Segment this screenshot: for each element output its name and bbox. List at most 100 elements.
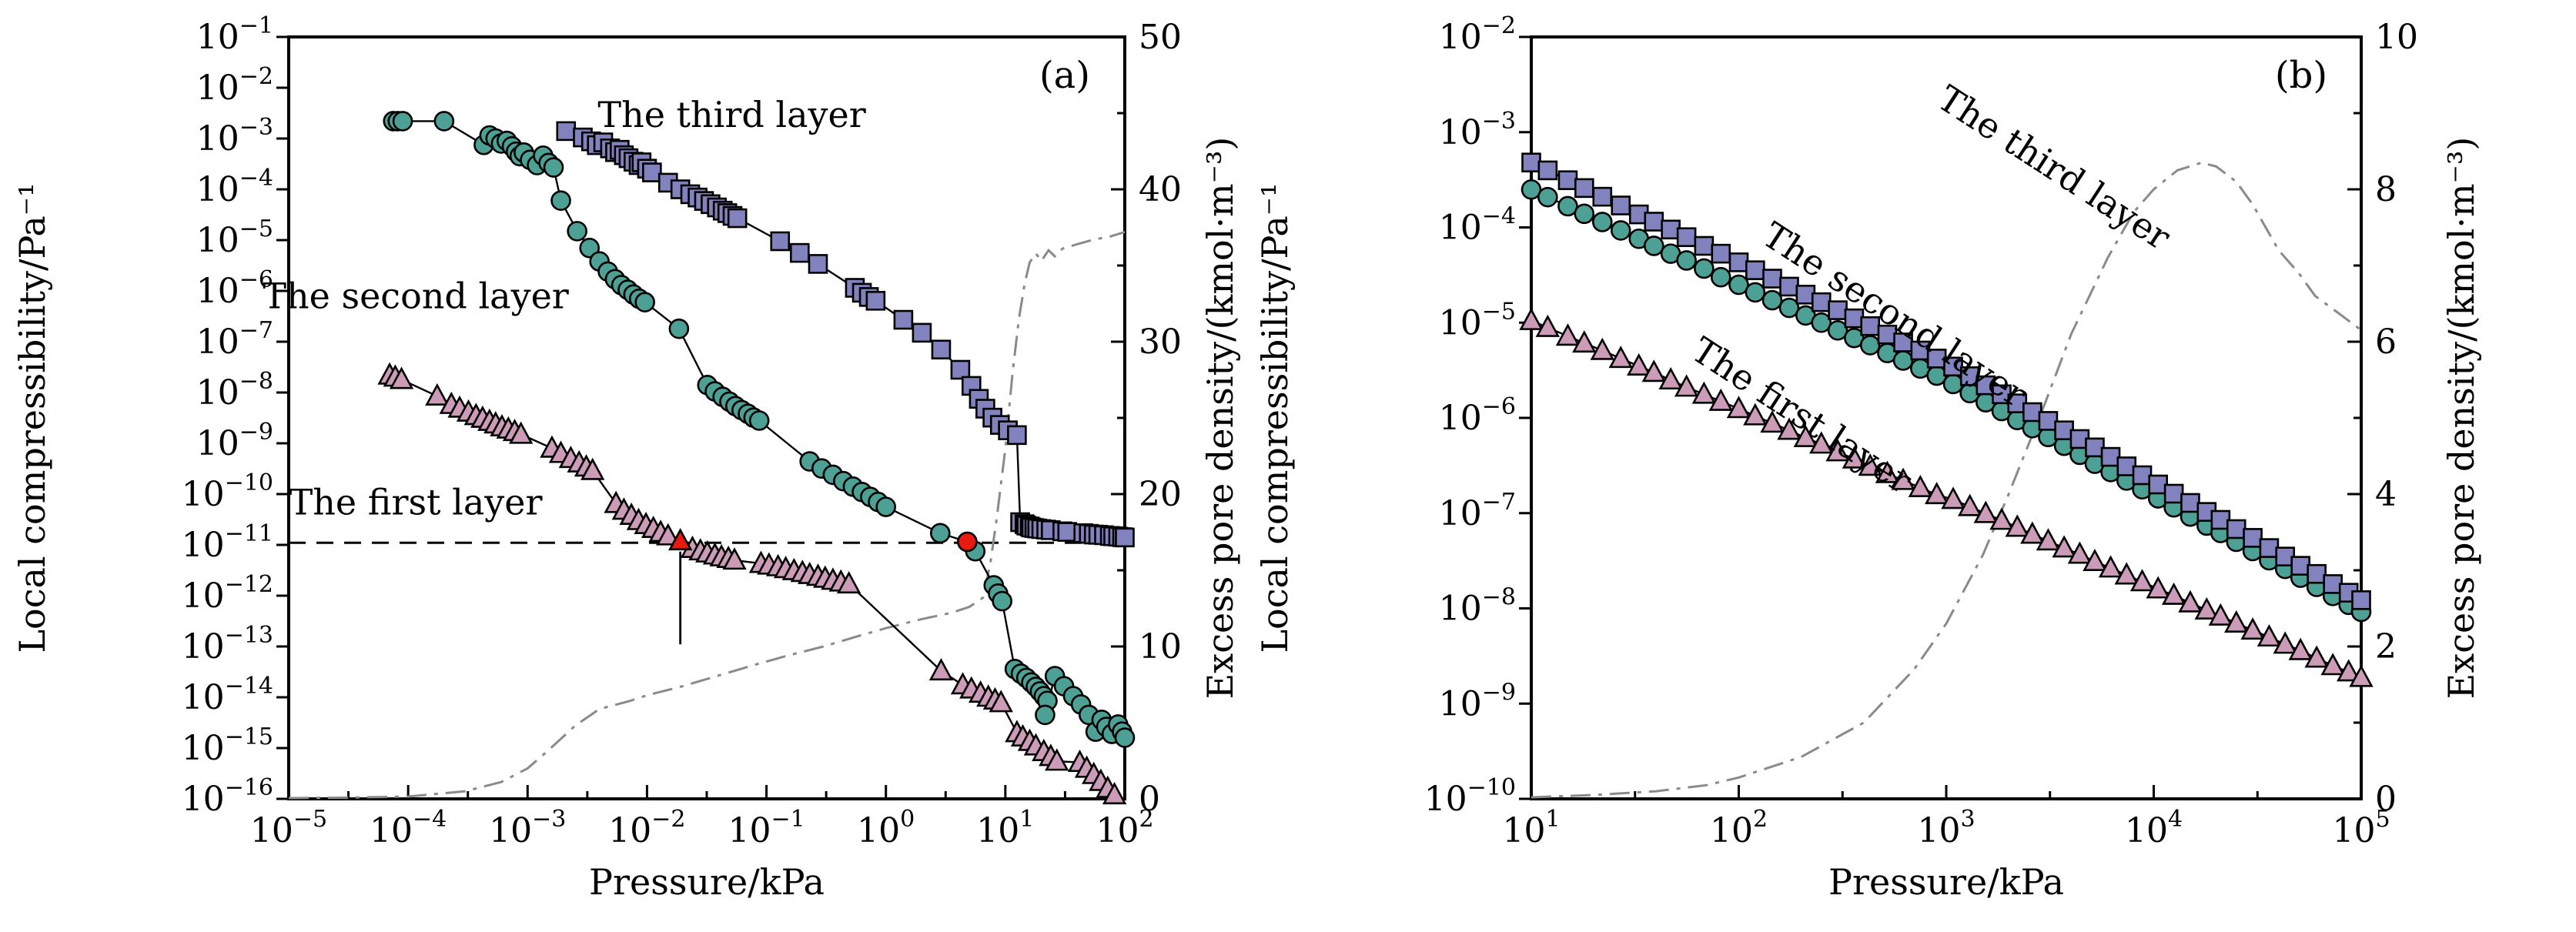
- data-point-triangle: [1658, 367, 1683, 390]
- series-label: The third layer: [1930, 77, 2178, 258]
- y2-tick-label: 0: [1139, 780, 1160, 819]
- data-point-triangle: [2098, 555, 2123, 578]
- data-point-square: [1694, 236, 1715, 256]
- data-point-triangle: [656, 523, 681, 546]
- data-point-triangle: [1989, 507, 2014, 530]
- axis-tick-label: 10−6: [1439, 393, 1516, 438]
- data-point-triangle: [2052, 535, 2076, 558]
- series-line: [288, 230, 1126, 800]
- data-point-triangle: [1608, 346, 1633, 369]
- data-point-triangle: [836, 571, 861, 594]
- series-the-second-layer: [1521, 179, 2372, 623]
- data-point-triangle: [1842, 446, 1867, 469]
- axis-tick-label: 104: [2125, 806, 2183, 850]
- data-point-circle: [1676, 250, 1697, 271]
- axis-tick-label: 10−2: [608, 806, 685, 850]
- data-point-circle: [1778, 297, 1800, 319]
- panel-a: 10−5 10−4 10−3 10−2 10−1 100 101 10210−110−210−…: [12, 12, 1241, 903]
- data-point-triangle: [2161, 582, 2186, 605]
- series-excess-pore-density: [1531, 161, 2362, 799]
- y2-tick-label: 20: [1139, 475, 1182, 514]
- data-point-circle: [875, 496, 897, 517]
- panel-label: (b): [2275, 54, 2327, 97]
- series-the-first-layer: [377, 362, 1127, 805]
- data-point-triangle: [2304, 645, 2329, 668]
- data-point-circle: [579, 237, 601, 259]
- data-point-square: [2351, 590, 2371, 610]
- data-point-triangle: [1908, 474, 1933, 497]
- data-point-triangle: [1760, 410, 1785, 433]
- data-point-square: [2226, 519, 2246, 539]
- data-point-triangle: [1858, 453, 1882, 476]
- data-point-triangle: [2273, 631, 2297, 654]
- data-point-triangle: [1726, 396, 1751, 419]
- axis-tick-label: 10−2: [196, 63, 273, 108]
- data-point-square: [1592, 186, 1613, 207]
- data-point-square: [556, 121, 577, 142]
- data-point-square: [727, 208, 748, 229]
- data-point-square: [1779, 276, 1799, 297]
- y2-tick-label: 0: [2375, 780, 2397, 819]
- data-point-circle: [1610, 220, 1631, 241]
- data-point-circle: [1728, 274, 1749, 296]
- y-axis-title: Local compressibility/Pa⁻¹: [1254, 182, 1296, 653]
- data-point-square: [1811, 292, 1832, 312]
- data-point-square: [865, 290, 886, 311]
- data-point-circle: [567, 221, 587, 242]
- axis-tick-label: 10−3: [1439, 108, 1516, 152]
- data-point-circle: [1892, 350, 1914, 371]
- data-point-triangle: [989, 690, 1013, 713]
- data-point-triangle: [1555, 323, 1581, 346]
- data-point-square: [1521, 152, 1541, 172]
- data-point-circle: [543, 157, 564, 178]
- data-point-triangle: [1793, 424, 1818, 447]
- data-point-square: [1611, 195, 1631, 215]
- data-point-circle: [1521, 179, 1542, 200]
- axis-tick-label: 102: [1710, 806, 1768, 850]
- data-point-square: [893, 309, 914, 330]
- axis-tick-label: 10−5: [1439, 298, 1516, 342]
- data-point-square: [1728, 252, 1749, 272]
- axis-tick-label: 101: [1502, 806, 1560, 850]
- panel-b: 101 102 103 104 10510−210−310−410−510−610−71…: [1254, 12, 2482, 903]
- axis-tick-label: 10−3: [489, 806, 566, 850]
- data-point-circle: [1710, 266, 1731, 288]
- data-point-circle: [392, 111, 413, 132]
- data-point-circle: [1643, 236, 1664, 256]
- red-triangle-marker: [667, 528, 693, 551]
- axis-tick-label: 10−1: [728, 806, 805, 850]
- data-point-circle: [1761, 289, 1783, 311]
- data-point-triangle: [1875, 460, 1900, 483]
- y2-tick-label: 8: [2375, 170, 2397, 209]
- data-point-triangle: [2208, 603, 2233, 626]
- data-point-square: [912, 322, 932, 343]
- data-point-square: [1007, 425, 1027, 446]
- axis-tick-label: 10−8: [1439, 584, 1516, 629]
- data-point-circle: [634, 292, 655, 312]
- data-point-triangle: [1590, 337, 1614, 360]
- data-point-triangle: [2194, 596, 2219, 620]
- data-point-circle: [992, 590, 1012, 612]
- data-point-triangle: [1825, 439, 1850, 462]
- data-point-circle: [1694, 258, 1715, 279]
- data-point-circle: [1557, 195, 1578, 217]
- series-line: [1531, 161, 2362, 799]
- y2-tick-label: 10: [1139, 627, 1182, 666]
- axis-tick-label: 10−10: [182, 469, 273, 514]
- data-point-triangle: [2240, 617, 2265, 640]
- axis-tick-label: 101: [976, 806, 1034, 850]
- axis-tick-label: 10−4: [1439, 203, 1516, 248]
- axis-tick-label: 10−4: [196, 165, 273, 209]
- data-point-square: [642, 162, 662, 182]
- data-point-triangle: [1924, 482, 1949, 505]
- data-point-square: [1115, 527, 1135, 548]
- y2-tick-label: 6: [2375, 322, 2397, 362]
- y2-tick-label: 40: [1139, 170, 1182, 209]
- data-point-square: [2243, 528, 2263, 548]
- axis-tick-label: 10−12: [182, 571, 273, 616]
- data-point-square: [950, 359, 971, 380]
- data-point-triangle: [2146, 576, 2170, 599]
- data-point-square: [1644, 212, 1664, 232]
